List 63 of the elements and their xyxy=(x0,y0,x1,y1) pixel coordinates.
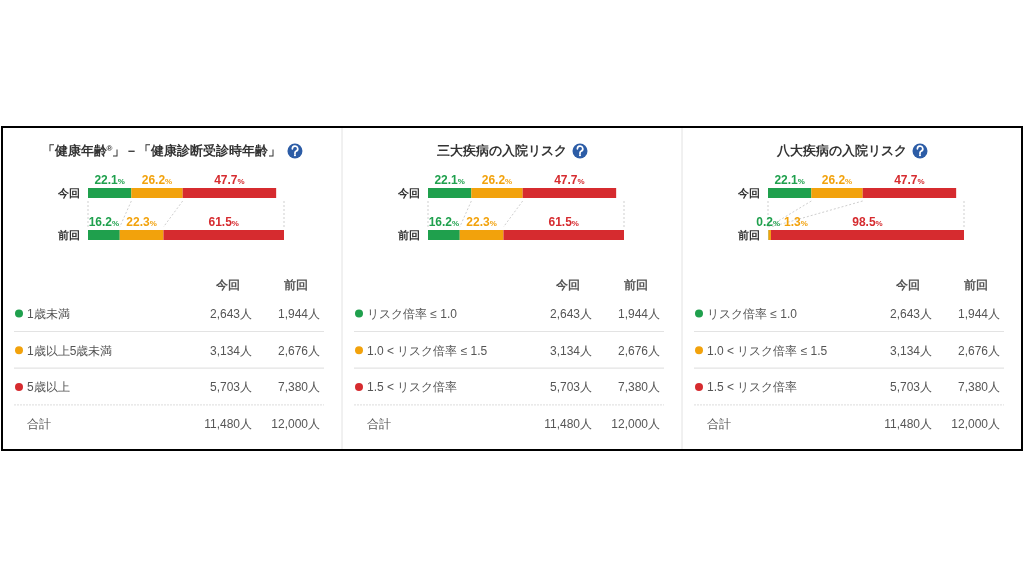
text: 2,643人 xyxy=(209,307,252,321)
data-label: 16.2% xyxy=(428,215,460,229)
data-label: 26.2% xyxy=(821,173,853,187)
text: 11,480人 xyxy=(884,417,932,432)
chart-title: 三大疾病の入院リスク xyxy=(436,143,567,158)
category-label: 前回 xyxy=(624,278,648,292)
text: 5,703人 xyxy=(549,380,592,395)
legend-label: 1.5 < リスク倍率 xyxy=(367,380,458,395)
text: 3,134人 xyxy=(549,343,592,358)
data-label: 16.2% xyxy=(88,215,120,229)
text: 1,944人 xyxy=(277,307,320,321)
data-label: 61.5% xyxy=(208,215,239,229)
text: 2,676人 xyxy=(617,343,660,358)
data-label: 47.7% xyxy=(894,173,925,187)
data-label: 22.1% xyxy=(434,173,465,187)
data-label: 22.1% xyxy=(774,173,805,187)
data-label: 26.2% xyxy=(481,173,513,187)
data-label: 26.2% xyxy=(141,173,173,187)
text: 11,480人 xyxy=(204,417,252,432)
category-label: 今回 xyxy=(556,278,580,292)
category-label: 今回 xyxy=(896,278,920,292)
text: 11,480人 xyxy=(544,417,592,432)
data-label: 61.5% xyxy=(548,215,579,229)
text: 合計 xyxy=(367,417,391,432)
text: 7,380人 xyxy=(617,380,660,395)
legend-label: リスク倍率 ≤ 1.0 xyxy=(367,307,458,321)
text: 7,380人 xyxy=(957,380,1000,395)
legend-label: 5歳以上 xyxy=(27,380,70,395)
text: 1,944人 xyxy=(617,307,660,321)
category-label: 前回 xyxy=(964,278,988,292)
chart-title: 八大疾病の入院リスク xyxy=(775,143,907,158)
data-label: 47.7% xyxy=(554,173,585,187)
text: 1,944人 xyxy=(957,307,1000,321)
data-label: 22.3% xyxy=(126,215,157,229)
text: 5,703人 xyxy=(889,380,932,395)
text: 2,676人 xyxy=(957,343,1000,358)
text: 2,643人 xyxy=(889,307,932,321)
chart-title: 「健康年齢$^{®}$」－「健康診断受診時年齢」 xyxy=(41,143,282,158)
legend-label: 1歳未満 xyxy=(27,307,70,321)
category-label: 今回 xyxy=(216,278,240,292)
text: 7,380人 xyxy=(277,380,320,395)
text: 12,000人 xyxy=(271,417,320,432)
text: 2,643人 xyxy=(549,307,592,321)
legend-label: 1歳以上5歳未満 xyxy=(27,343,113,358)
text: 合計 xyxy=(27,417,51,432)
data-label: 47.7% xyxy=(214,173,245,187)
text: 3,134人 xyxy=(209,343,252,358)
text: 12,000人 xyxy=(611,417,660,432)
data-label: 22.1% xyxy=(94,173,125,187)
legend-label: 1.0 < リスク倍率 ≤ 1.5 xyxy=(707,343,828,358)
data-label: 22.3% xyxy=(466,215,497,229)
text: 3,134人 xyxy=(889,343,932,358)
legend-label: 1.5 < リスク倍率 xyxy=(707,380,798,395)
text: 12,000人 xyxy=(951,417,1000,432)
category-label: 前回 xyxy=(284,278,308,292)
text: 合計 xyxy=(707,417,731,432)
legend-label: リスク倍率 ≤ 1.0 xyxy=(707,307,798,321)
legend-label: 1.0 < リスク倍率 ≤ 1.5 xyxy=(367,343,488,358)
data-label: 1.3% xyxy=(784,215,808,229)
text: 5,703人 xyxy=(209,380,252,395)
data-label: 98.5% xyxy=(852,215,883,229)
data-label: 0.2% xyxy=(756,215,781,229)
text: 2,676人 xyxy=(277,343,320,358)
